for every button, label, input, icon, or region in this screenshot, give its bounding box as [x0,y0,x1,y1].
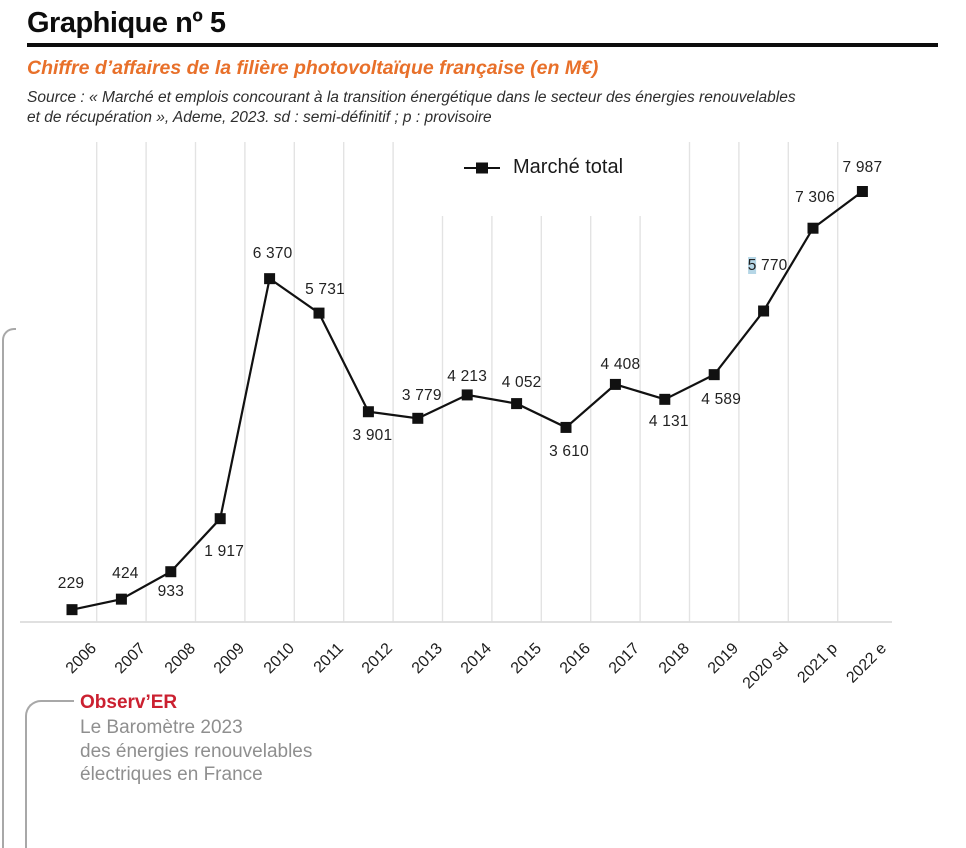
footer-text: Le Baromètre 2023 des énergies renouvela… [80,716,312,787]
data-point-marker [560,421,572,433]
data-point-label: 4 408 [600,356,641,374]
data-point-marker [708,369,720,381]
data-point-marker [511,398,523,410]
source-line-1: Source : « Marché et emplois concourant … [27,89,796,106]
source-line-2: et de récupération », Ademe, 2023. sd : … [27,109,492,126]
footer-line-1: Le Baromètre 2023 [80,717,243,738]
page-title: Graphique nº 5 [27,7,226,39]
series-line [71,190,864,611]
outer-corner-bracket [2,328,16,848]
footer-line-3: électriques en France [80,764,263,785]
legend-series-label: Marché total [513,156,624,178]
data-point-label: 3 779 [401,387,442,405]
title-rule [27,43,938,47]
data-point-label: 5 731 [305,281,345,299]
data-point-label: 6 370 [252,244,293,262]
data-point-marker [461,389,473,401]
footer-line-2: des énergies renouvelables [80,740,313,762]
data-point-marker [609,378,621,390]
data-point-label: 3 901 [352,426,393,444]
data-point-marker [66,604,78,616]
brand-name: Observ’ER [80,692,178,713]
chart-legend: Marché total [438,141,685,216]
data-point-marker [115,593,127,605]
data-point-label: 424 [112,565,139,583]
data-point-marker [758,305,770,317]
data-point-label: 7 987 [842,158,883,176]
data-point-label: 4 589 [701,390,742,408]
data-point-marker [856,186,868,198]
data-point-marker [362,406,374,418]
highlighted-character: 5 [747,256,757,274]
data-point-label: 229 [57,574,85,592]
legend-row: Marché total [464,156,685,179]
legend-series-marker-icon [464,162,500,173]
data-point-marker [313,307,325,319]
data-point-label: 3 610 [549,443,589,461]
data-point-label: 933 [157,582,185,600]
data-point-label: 5 770 [747,256,788,274]
inner-corner-bracket [25,700,74,848]
data-point-marker [807,222,819,234]
data-point-label: 4 213 [447,367,488,385]
data-point-marker [264,273,276,285]
data-point-marker [214,513,226,525]
data-point-label: 7 306 [795,189,835,207]
chart-subtitle: Chiffre d’affaires de la filière photovo… [27,57,599,79]
data-point-marker [659,393,671,405]
data-point-label: 4 052 [501,373,542,391]
data-point-label: 1 917 [204,542,245,560]
source-note: Source : « Marché et emplois concourant … [27,88,796,128]
data-point-label: 4 131 [648,413,689,431]
data-point-marker [412,412,424,424]
data-point-marker [165,566,177,578]
